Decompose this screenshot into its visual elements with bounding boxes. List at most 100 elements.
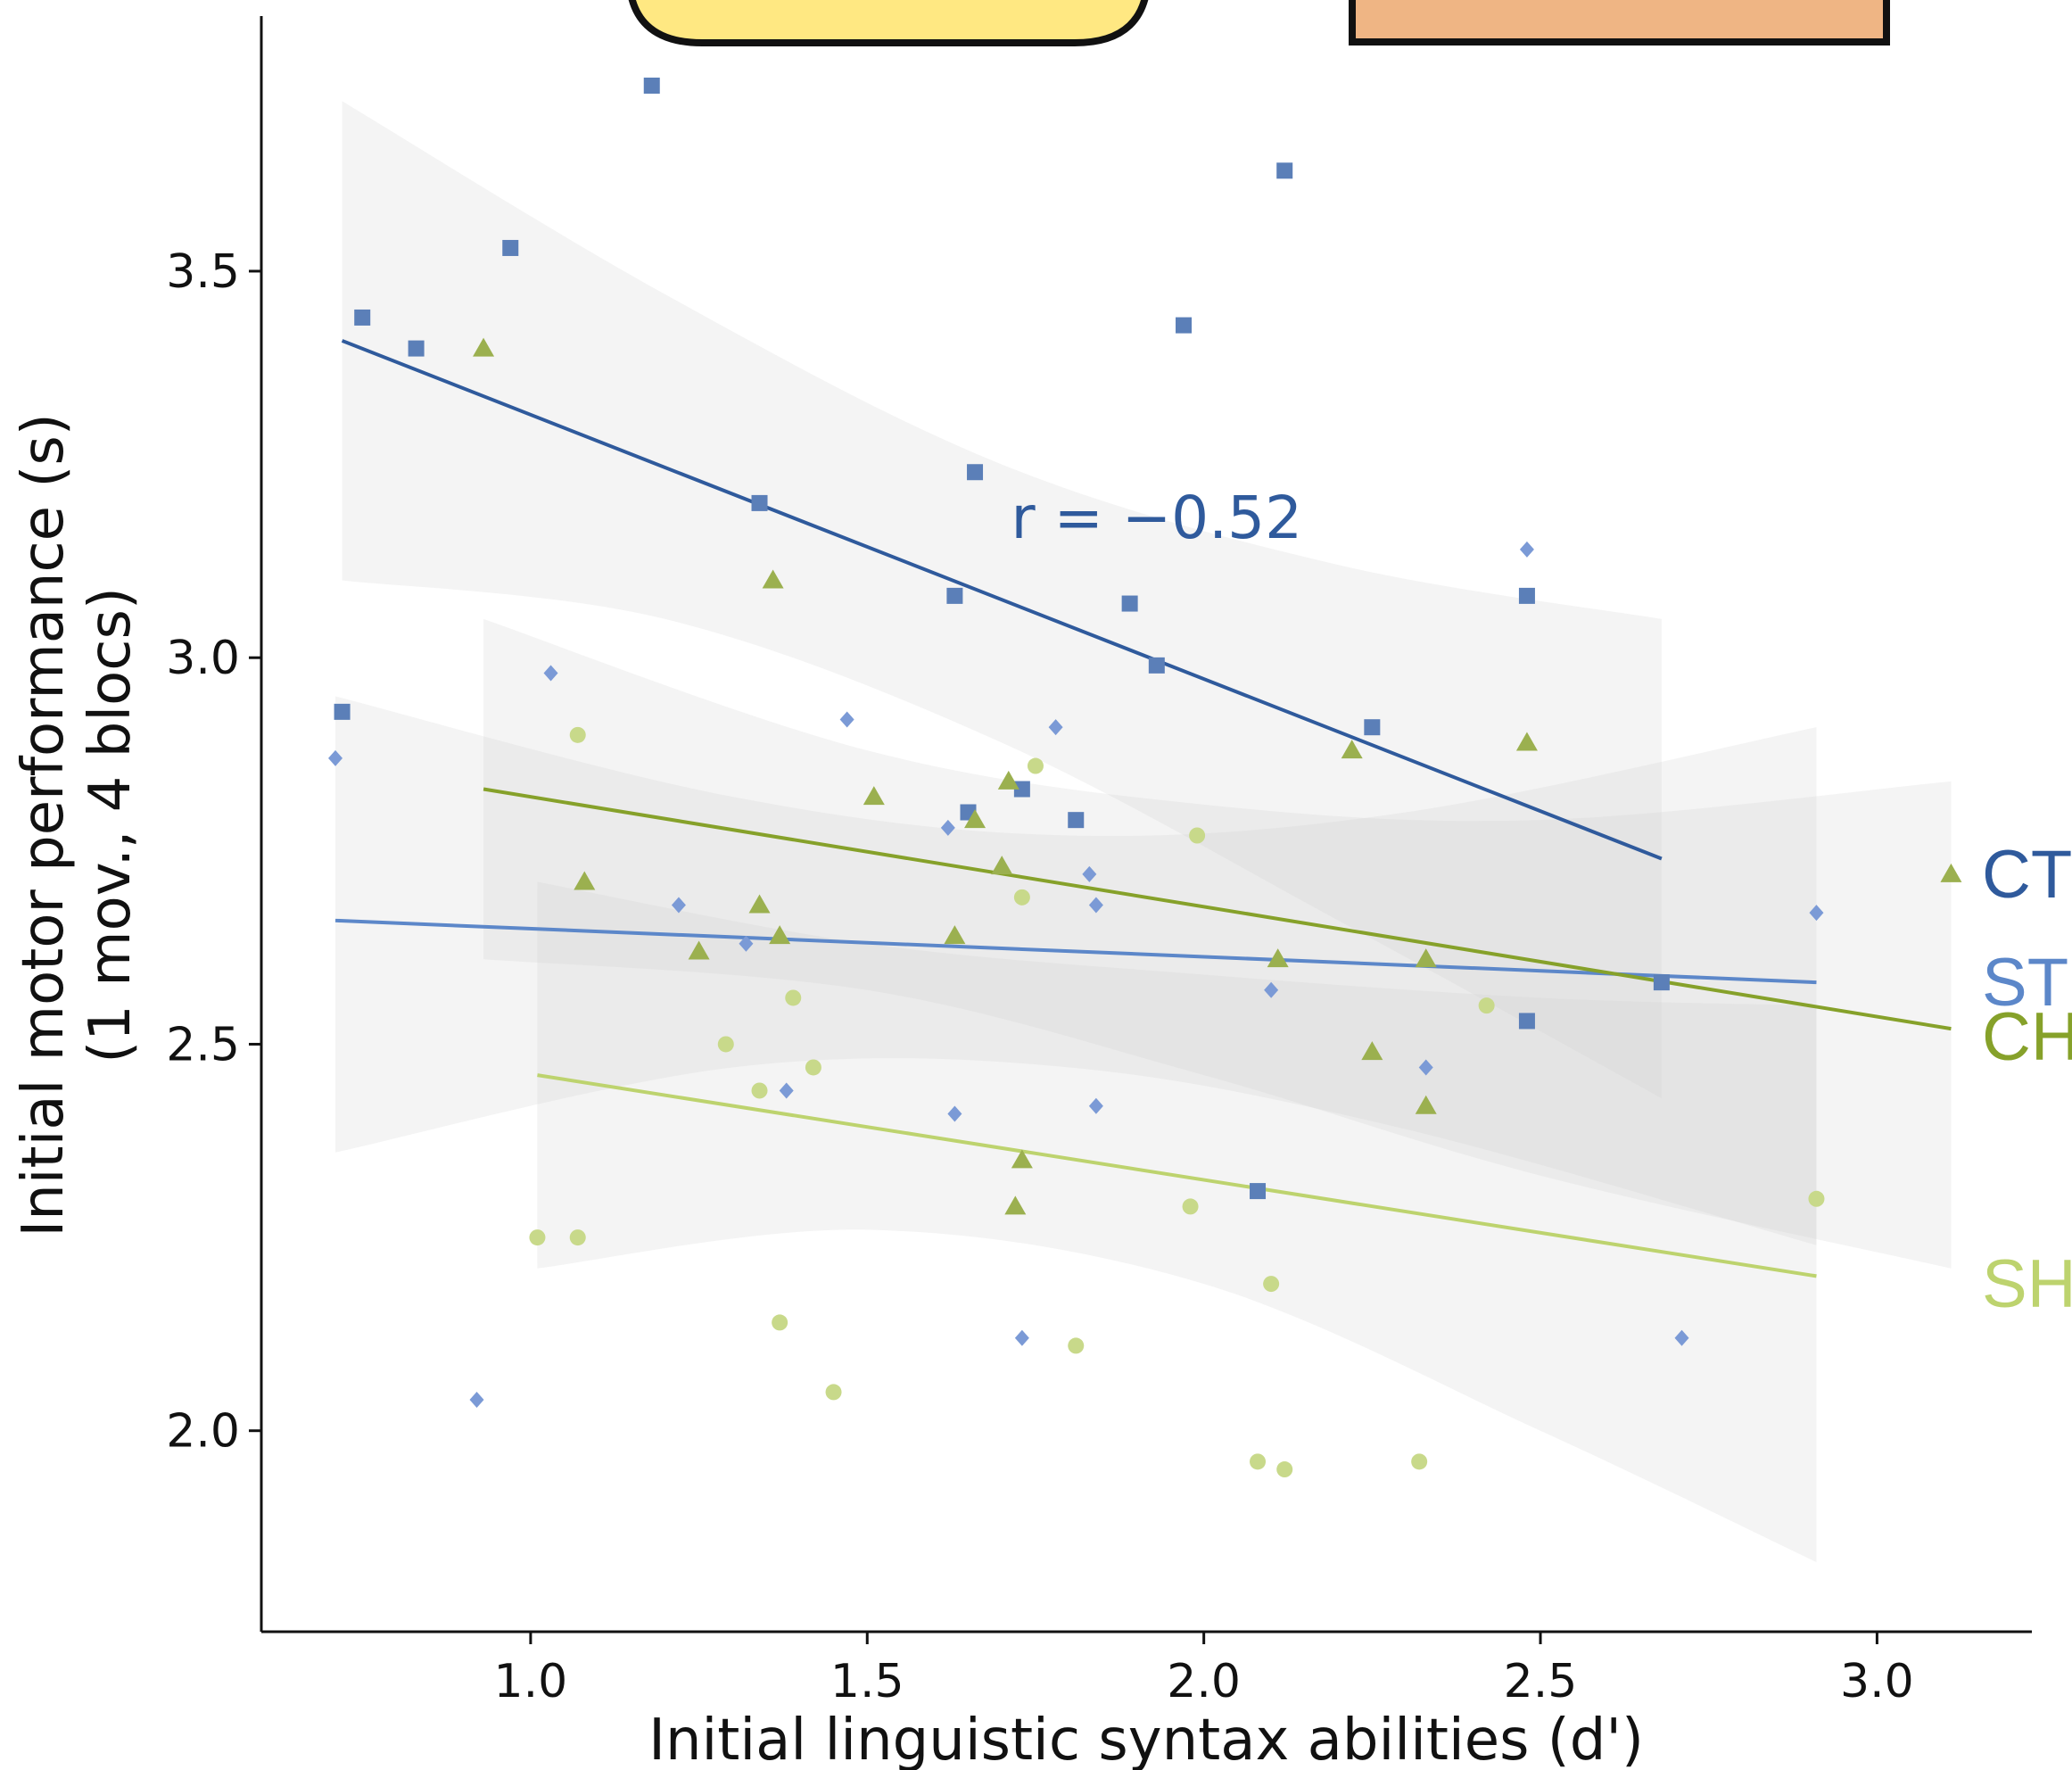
ct-point-13 (1176, 317, 1193, 334)
ct-point-3 (502, 239, 519, 256)
st-point-7 (940, 819, 955, 836)
ch-point-16 (1415, 948, 1437, 968)
ct-point-5 (751, 494, 768, 511)
ct-point-17 (1518, 1013, 1535, 1030)
st-group-label: ST (1982, 945, 2068, 1021)
st-point-18 (1809, 905, 1824, 922)
st-point-1 (469, 1392, 484, 1409)
ct-group-label: CT (1982, 837, 2072, 913)
ch-confidence-band (483, 618, 1952, 1269)
ch-point-6 (863, 786, 885, 806)
ch-point-11 (1004, 1195, 1027, 1215)
st-point-10 (1048, 719, 1063, 736)
ch-point-18 (1515, 732, 1538, 751)
st-point-8 (947, 1105, 962, 1122)
sh-point-6 (785, 989, 802, 1006)
ch-point-4 (762, 569, 784, 589)
st-point-17 (1674, 1329, 1689, 1346)
st-point-0 (328, 749, 343, 766)
yellow-legend-box (628, 0, 1149, 46)
ct-point-11 (1121, 595, 1138, 612)
correlation-annotation: r = −0.52 (1011, 484, 1302, 552)
ch-point-19 (1940, 863, 1962, 882)
ct-point-8 (967, 464, 984, 481)
y-tick-label-0: 2.0 (166, 1405, 240, 1459)
ch-point-7 (944, 925, 966, 945)
st-point-16 (1519, 541, 1534, 558)
ct-point-19 (1653, 974, 1670, 991)
y-tick-label-3: 3.5 (166, 245, 240, 299)
ch-point-15 (1361, 1041, 1383, 1061)
x-tick-label-4: 3.0 (1840, 1655, 1914, 1708)
st-confidence-band (335, 696, 1817, 1245)
ch-group-label: CH (1982, 999, 2072, 1075)
sh-point-9 (1013, 889, 1030, 906)
y-axis-title: Initial motor performance (s) (1 mov., 4… (11, 413, 144, 1237)
ch-point-10 (997, 770, 1019, 790)
ch-point-3 (748, 894, 771, 914)
sh-point-4 (751, 1082, 768, 1099)
regression-lines (334, 339, 1952, 1278)
x-tick-label-0: 1.0 (494, 1655, 568, 1708)
ct-point-16 (1364, 719, 1381, 736)
legend-boxes (628, 0, 1890, 46)
ct-point-10 (1068, 812, 1085, 829)
ct-point-9 (1013, 781, 1030, 798)
sh-point-18 (1478, 997, 1495, 1014)
st-point-11 (1082, 865, 1097, 882)
st-point-2 (543, 665, 558, 682)
st-point-14 (1264, 981, 1279, 998)
sh-regression-line (537, 1073, 1817, 1278)
ct-point-4 (643, 77, 660, 94)
ct-regression-line (341, 339, 1663, 861)
st-point-6 (839, 711, 854, 728)
ct-point-15 (1276, 162, 1293, 179)
sh-point-11 (1068, 1337, 1085, 1354)
sh-point-19 (1808, 1190, 1825, 1207)
ct-point-1 (354, 309, 371, 326)
ch-regression-line (483, 787, 1952, 1031)
confidence-bands (335, 101, 1952, 1563)
ch-point-1 (574, 871, 596, 890)
sh-point-14 (1250, 1453, 1267, 1470)
st-point-5 (779, 1082, 794, 1099)
y-axis-title-line-1: Initial motor performance (s) (11, 413, 77, 1237)
st-point-9 (1014, 1329, 1029, 1346)
sh-point-1 (569, 1229, 586, 1246)
x-tick-label-3: 2.5 (1504, 1655, 1578, 1708)
sh-point-2 (569, 726, 586, 743)
y-tick-label-1: 2.5 (166, 1018, 240, 1071)
ct-point-18 (1518, 587, 1535, 604)
axes (260, 16, 2032, 1634)
st-point-15 (1418, 1059, 1433, 1076)
ch-point-5 (769, 925, 791, 945)
x-axis-title: Initial linguistic syntax abilities (d') (648, 1708, 1644, 1770)
data-points (328, 77, 1962, 1478)
ct-point-12 (1148, 657, 1165, 674)
st-point-3 (671, 897, 686, 914)
sh-point-8 (825, 1384, 842, 1401)
st-point-12 (1088, 897, 1103, 914)
x-tick-label-1: 1.5 (830, 1655, 904, 1708)
ch-point-8 (964, 809, 986, 829)
st-point-4 (739, 935, 754, 952)
ch-point-17 (1415, 1095, 1437, 1114)
sh-confidence-band (537, 881, 1817, 1563)
ct-point-2 (408, 340, 425, 357)
sh-point-15 (1263, 1276, 1280, 1293)
y-ticks: 2.0 2.5 3.0 3.5 (166, 245, 261, 1459)
ch-point-12 (1011, 1149, 1033, 1169)
ct-point-6 (946, 587, 963, 604)
ch-point-14 (1341, 740, 1363, 759)
sh-point-3 (717, 1036, 734, 1053)
sh-group-label: SH (1982, 1246, 2072, 1322)
orange-legend-box (1349, 0, 1890, 45)
ct-point-0 (334, 703, 351, 720)
ch-point-0 (473, 337, 495, 357)
x-tick-label-2: 2.0 (1167, 1655, 1241, 1708)
sh-point-10 (1027, 757, 1044, 774)
sh-point-7 (805, 1059, 821, 1076)
y-tick-label-2: 3.0 (166, 632, 240, 685)
